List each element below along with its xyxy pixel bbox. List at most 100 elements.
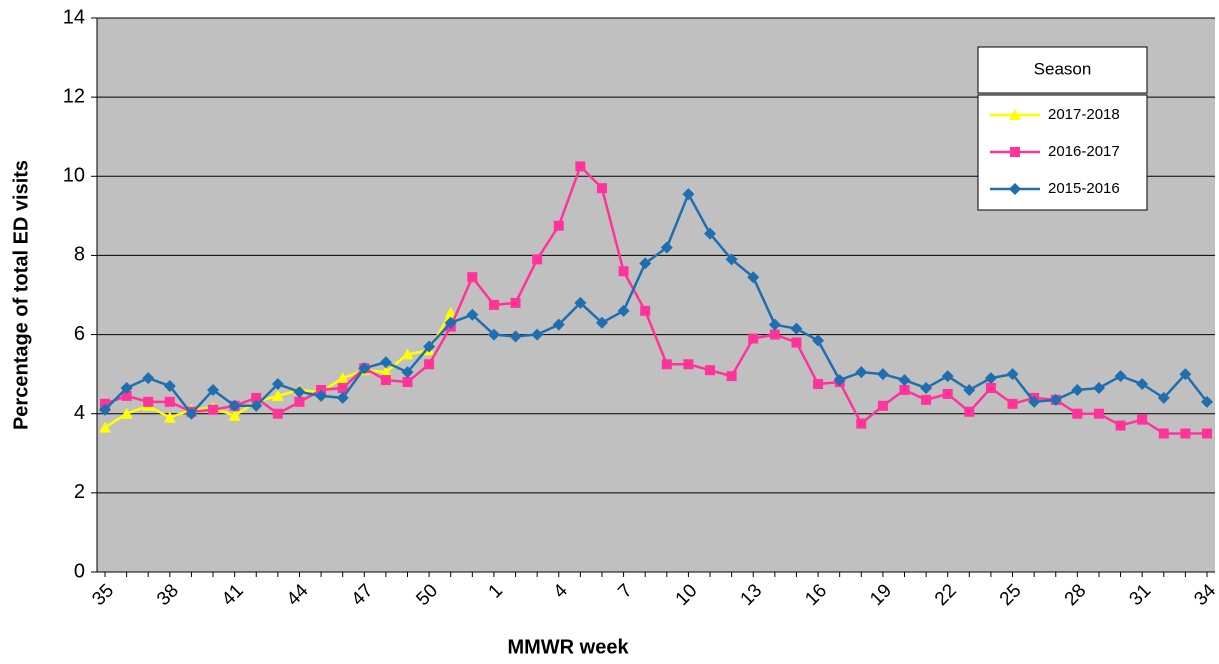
x-axis-label: MMWR week <box>507 636 629 658</box>
point <box>294 396 305 407</box>
point <box>142 372 155 385</box>
point <box>984 372 997 385</box>
y-tick-label: 6 <box>74 323 85 345</box>
point <box>833 374 846 387</box>
point <box>250 399 263 412</box>
point <box>1006 368 1019 381</box>
point <box>683 359 694 370</box>
x-tick-label: 10 <box>672 580 702 610</box>
point <box>941 370 954 383</box>
point <box>1157 391 1170 404</box>
point <box>812 334 825 347</box>
point <box>379 356 392 369</box>
point <box>424 359 435 370</box>
point <box>487 328 500 341</box>
point <box>488 299 499 310</box>
point <box>401 366 414 379</box>
point <box>791 337 802 348</box>
point <box>660 241 673 254</box>
legend-label: 2015-2016 <box>1048 180 1120 197</box>
series-line <box>104 164 1207 435</box>
point <box>1179 368 1192 381</box>
y-tick-label: 2 <box>74 481 85 503</box>
point <box>163 380 176 393</box>
legend-label: 2016-2017 <box>1048 143 1120 160</box>
point <box>705 365 716 376</box>
point <box>337 382 348 393</box>
point <box>532 254 543 265</box>
point <box>1092 381 1105 394</box>
point <box>617 304 630 317</box>
x-tick-label: 31 <box>1125 580 1155 610</box>
point <box>121 390 132 401</box>
point <box>725 253 738 266</box>
point <box>336 372 349 384</box>
point <box>640 305 651 316</box>
point <box>185 407 198 420</box>
point <box>1137 414 1148 425</box>
point <box>444 316 457 329</box>
point <box>1202 428 1212 439</box>
point <box>1180 428 1191 439</box>
point <box>768 318 781 331</box>
point <box>467 272 478 283</box>
point <box>574 296 587 309</box>
x-tick-label: 13 <box>737 580 767 610</box>
point <box>120 381 133 394</box>
x-tick-label: 22 <box>931 580 961 610</box>
y-tick-label: 4 <box>74 402 85 424</box>
point <box>143 396 154 407</box>
x-tick-label: 50 <box>412 580 442 610</box>
point <box>1093 408 1104 419</box>
point <box>898 374 911 387</box>
point <box>293 385 306 398</box>
point <box>1072 408 1083 419</box>
point <box>509 330 522 343</box>
point <box>639 257 652 270</box>
x-tick-label: 41 <box>218 580 248 610</box>
x-tick-label: 25 <box>996 580 1026 610</box>
point <box>553 220 564 231</box>
x-tick-label: 4 <box>550 580 573 603</box>
point <box>964 406 975 417</box>
point <box>315 389 328 402</box>
point <box>272 408 283 419</box>
point <box>1028 395 1041 408</box>
point <box>120 407 133 419</box>
point <box>985 382 996 393</box>
y-axis-label: Percentage of total ED visits <box>10 160 32 430</box>
point <box>855 366 868 379</box>
point <box>877 400 888 411</box>
point <box>444 306 457 318</box>
point <box>1049 393 1062 406</box>
point <box>1007 398 1018 409</box>
point <box>251 392 262 403</box>
point <box>1201 395 1213 408</box>
point <box>208 404 219 415</box>
legend-marker <box>1010 147 1020 157</box>
point <box>228 409 241 421</box>
point <box>336 391 349 404</box>
point <box>1136 378 1149 391</box>
point <box>747 271 760 284</box>
point <box>466 308 479 321</box>
point <box>531 328 544 341</box>
point <box>748 333 759 344</box>
point <box>856 418 867 429</box>
x-tick-label: 16 <box>801 580 831 610</box>
point <box>920 381 933 394</box>
y-tick-label: 12 <box>63 85 85 107</box>
point <box>1115 420 1126 431</box>
point <box>380 375 391 386</box>
point <box>899 384 910 395</box>
y-tick-label: 8 <box>74 244 85 266</box>
y-tick-label: 10 <box>63 165 85 187</box>
legend-marker <box>1009 109 1021 120</box>
point <box>813 379 824 390</box>
x-tick-label: 1 <box>485 580 507 602</box>
point <box>618 266 629 277</box>
point <box>99 421 111 433</box>
point <box>207 383 220 396</box>
point <box>769 329 780 340</box>
